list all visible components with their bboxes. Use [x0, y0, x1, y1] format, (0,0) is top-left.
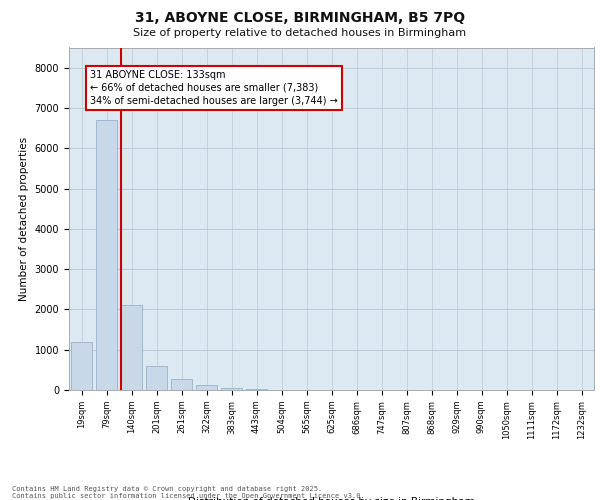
- Y-axis label: Number of detached properties: Number of detached properties: [19, 136, 29, 301]
- Bar: [246, 389, 267, 390]
- Text: 31 ABOYNE CLOSE: 133sqm
← 66% of detached houses are smaller (7,383)
34% of semi: 31 ABOYNE CLOSE: 133sqm ← 66% of detache…: [90, 70, 338, 106]
- Bar: [71, 342, 92, 390]
- Bar: [121, 306, 142, 390]
- Bar: [221, 388, 242, 390]
- Text: Size of property relative to detached houses in Birmingham: Size of property relative to detached ho…: [133, 28, 467, 38]
- Text: 31, ABOYNE CLOSE, BIRMINGHAM, B5 7PQ: 31, ABOYNE CLOSE, BIRMINGHAM, B5 7PQ: [135, 11, 465, 25]
- Bar: [96, 120, 117, 390]
- X-axis label: Distribution of detached houses by size in Birmingham: Distribution of detached houses by size …: [188, 497, 475, 500]
- Bar: [171, 379, 192, 390]
- Bar: [196, 385, 217, 390]
- Bar: [146, 366, 167, 390]
- Text: Contains HM Land Registry data © Crown copyright and database right 2025.
Contai: Contains HM Land Registry data © Crown c…: [12, 486, 365, 499]
